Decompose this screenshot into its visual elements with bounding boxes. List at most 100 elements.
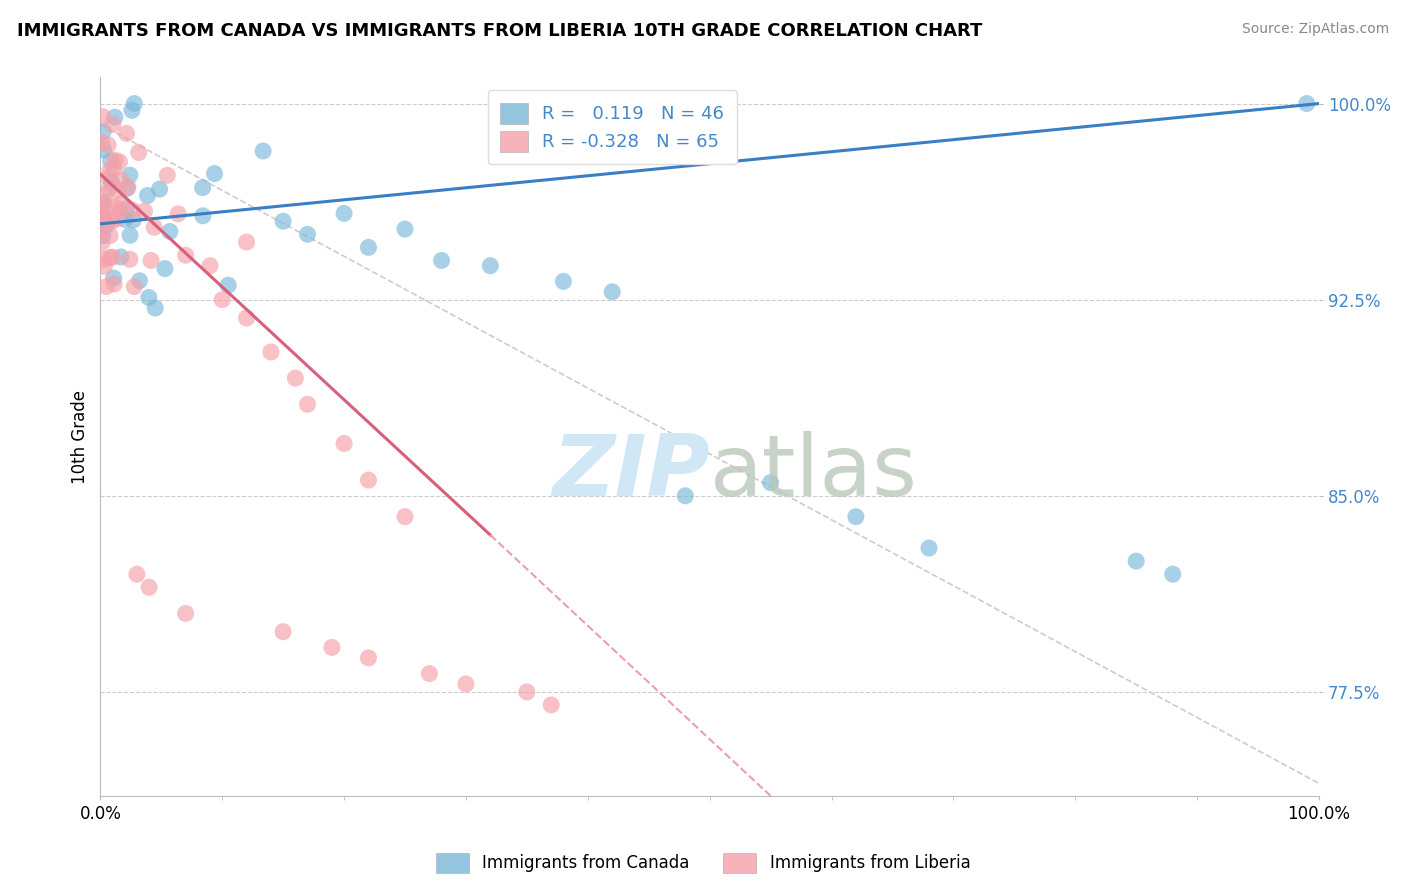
Point (91, 124, 114, 138)
Point (128, 274, 150, 288)
Point (93, 252, 115, 267)
Point (98, 228, 121, 243)
Point (117, 180, 139, 194)
Point (235, 310, 257, 325)
Point (91, 208, 114, 222)
Point (174, 248, 197, 262)
Point (91, 110, 114, 124)
Point (759, 475, 782, 490)
Point (845, 509, 868, 524)
Point (148, 182, 170, 196)
Point (103, 277, 125, 291)
Point (108, 154, 131, 169)
Point (96, 279, 118, 293)
Point (122, 96, 145, 111)
Point (271, 214, 294, 228)
Point (101, 250, 124, 264)
Point (117, 181, 139, 195)
Point (235, 235, 257, 249)
Point (115, 127, 138, 141)
Point (104, 153, 127, 167)
Point (1125, 554, 1147, 568)
Point (159, 225, 181, 239)
Point (394, 222, 416, 236)
Point (122, 279, 145, 293)
Legend: R =   0.119   N = 46, R = -0.328   N = 65: R = 0.119 N = 46, R = -0.328 N = 65 (488, 90, 737, 164)
Point (90, 197, 112, 211)
Text: Source: ZipAtlas.com: Source: ZipAtlas.com (1241, 22, 1389, 37)
Point (191, 180, 214, 194)
Point (118, 252, 141, 267)
Point (357, 473, 380, 487)
Point (454, 677, 477, 691)
Point (105, 211, 128, 226)
Point (297, 227, 319, 242)
Point (121, 203, 143, 218)
Point (93, 143, 115, 157)
Point (103, 200, 125, 214)
Point (103, 161, 125, 176)
Point (103, 271, 125, 285)
Point (333, 436, 356, 450)
Point (100, 153, 122, 168)
Point (96, 218, 118, 232)
Point (96, 211, 118, 226)
Point (1161, 567, 1184, 582)
Point (101, 214, 124, 228)
Point (1295, 96, 1317, 111)
Point (94, 188, 117, 202)
Text: atlas: atlas (710, 432, 918, 515)
Point (553, 274, 575, 288)
Point (93, 195, 115, 210)
Point (357, 651, 380, 665)
Point (516, 685, 538, 699)
Point (297, 397, 319, 411)
Point (110, 203, 132, 218)
Point (121, 103, 143, 118)
Point (198, 259, 221, 273)
Point (673, 489, 696, 503)
Text: IMMIGRANTS FROM CANADA VS IMMIGRANTS FROM LIBERIA 10TH GRADE CORRELATION CHART: IMMIGRANTS FROM CANADA VS IMMIGRANTS FRO… (17, 22, 983, 40)
Point (94, 201, 117, 215)
Text: ZIP: ZIP (553, 432, 710, 515)
Point (97, 137, 120, 152)
Point (104, 110, 127, 124)
Point (110, 250, 132, 264)
Point (167, 207, 190, 221)
Legend: Immigrants from Canada, Immigrants from Liberia: Immigrants from Canada, Immigrants from … (429, 847, 977, 880)
Point (333, 206, 356, 220)
Point (138, 291, 160, 305)
Point (153, 261, 176, 276)
Point (90, 235, 112, 250)
Point (118, 168, 141, 182)
Point (98, 181, 121, 195)
Point (918, 541, 941, 555)
Point (174, 607, 197, 621)
Point (128, 145, 150, 160)
Point (100, 175, 122, 189)
Point (90, 211, 112, 226)
Point (125, 567, 148, 582)
Point (600, 285, 623, 299)
Point (134, 204, 156, 219)
Point (107, 183, 129, 197)
Point (118, 228, 141, 243)
Point (91, 228, 114, 243)
Point (110, 197, 132, 211)
Point (479, 259, 502, 273)
Point (101, 118, 124, 132)
Point (204, 167, 226, 181)
Point (357, 240, 380, 254)
Point (540, 698, 562, 712)
Point (394, 509, 416, 524)
Point (430, 253, 453, 268)
Point (98, 251, 121, 265)
Point (114, 212, 136, 227)
Point (122, 213, 145, 227)
Point (136, 188, 159, 202)
Point (115, 202, 138, 216)
Point (284, 371, 307, 385)
Point (138, 580, 160, 594)
Point (139, 253, 162, 268)
Point (252, 144, 274, 158)
